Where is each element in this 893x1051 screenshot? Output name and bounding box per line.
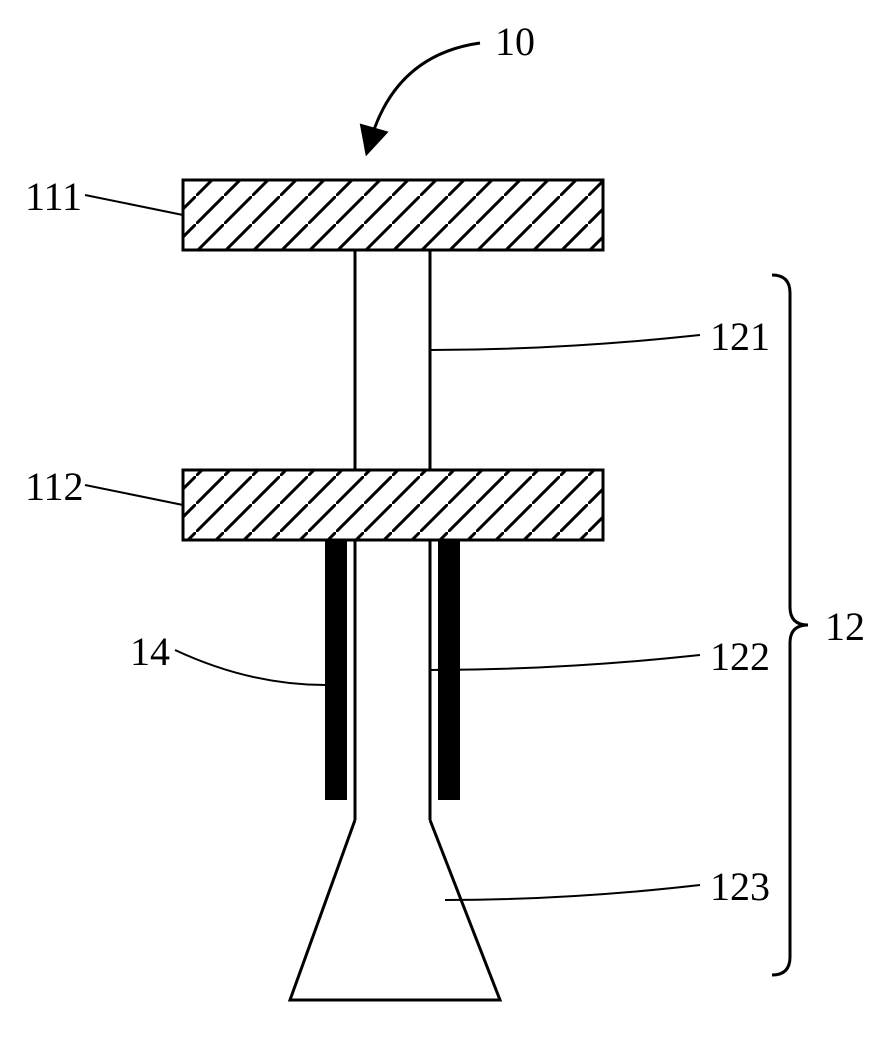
label-122: 122 [710, 634, 770, 679]
sleeve-left [325, 540, 347, 800]
label-10: 10 [495, 19, 535, 64]
leader-121 [430, 335, 700, 350]
leader-123 [445, 885, 700, 900]
label-111: 111 [25, 174, 82, 219]
mid-hatched-bar [183, 470, 603, 540]
leader-122 [430, 655, 700, 670]
label-121: 121 [710, 314, 770, 359]
label-123: 123 [710, 864, 770, 909]
leader-111 [85, 195, 183, 215]
top-hatched-bar [183, 180, 603, 250]
label-112: 112 [25, 464, 84, 509]
group-brace [772, 275, 808, 975]
label-14: 14 [130, 629, 170, 674]
label-12: 12 [825, 604, 865, 649]
flare-funnel [290, 820, 500, 1000]
assembly-arrow [370, 43, 480, 142]
leader-112 [85, 485, 183, 505]
diagram-svg: 10 111 112 14 121 122 123 12 [0, 0, 893, 1051]
leader-14 [175, 650, 325, 685]
